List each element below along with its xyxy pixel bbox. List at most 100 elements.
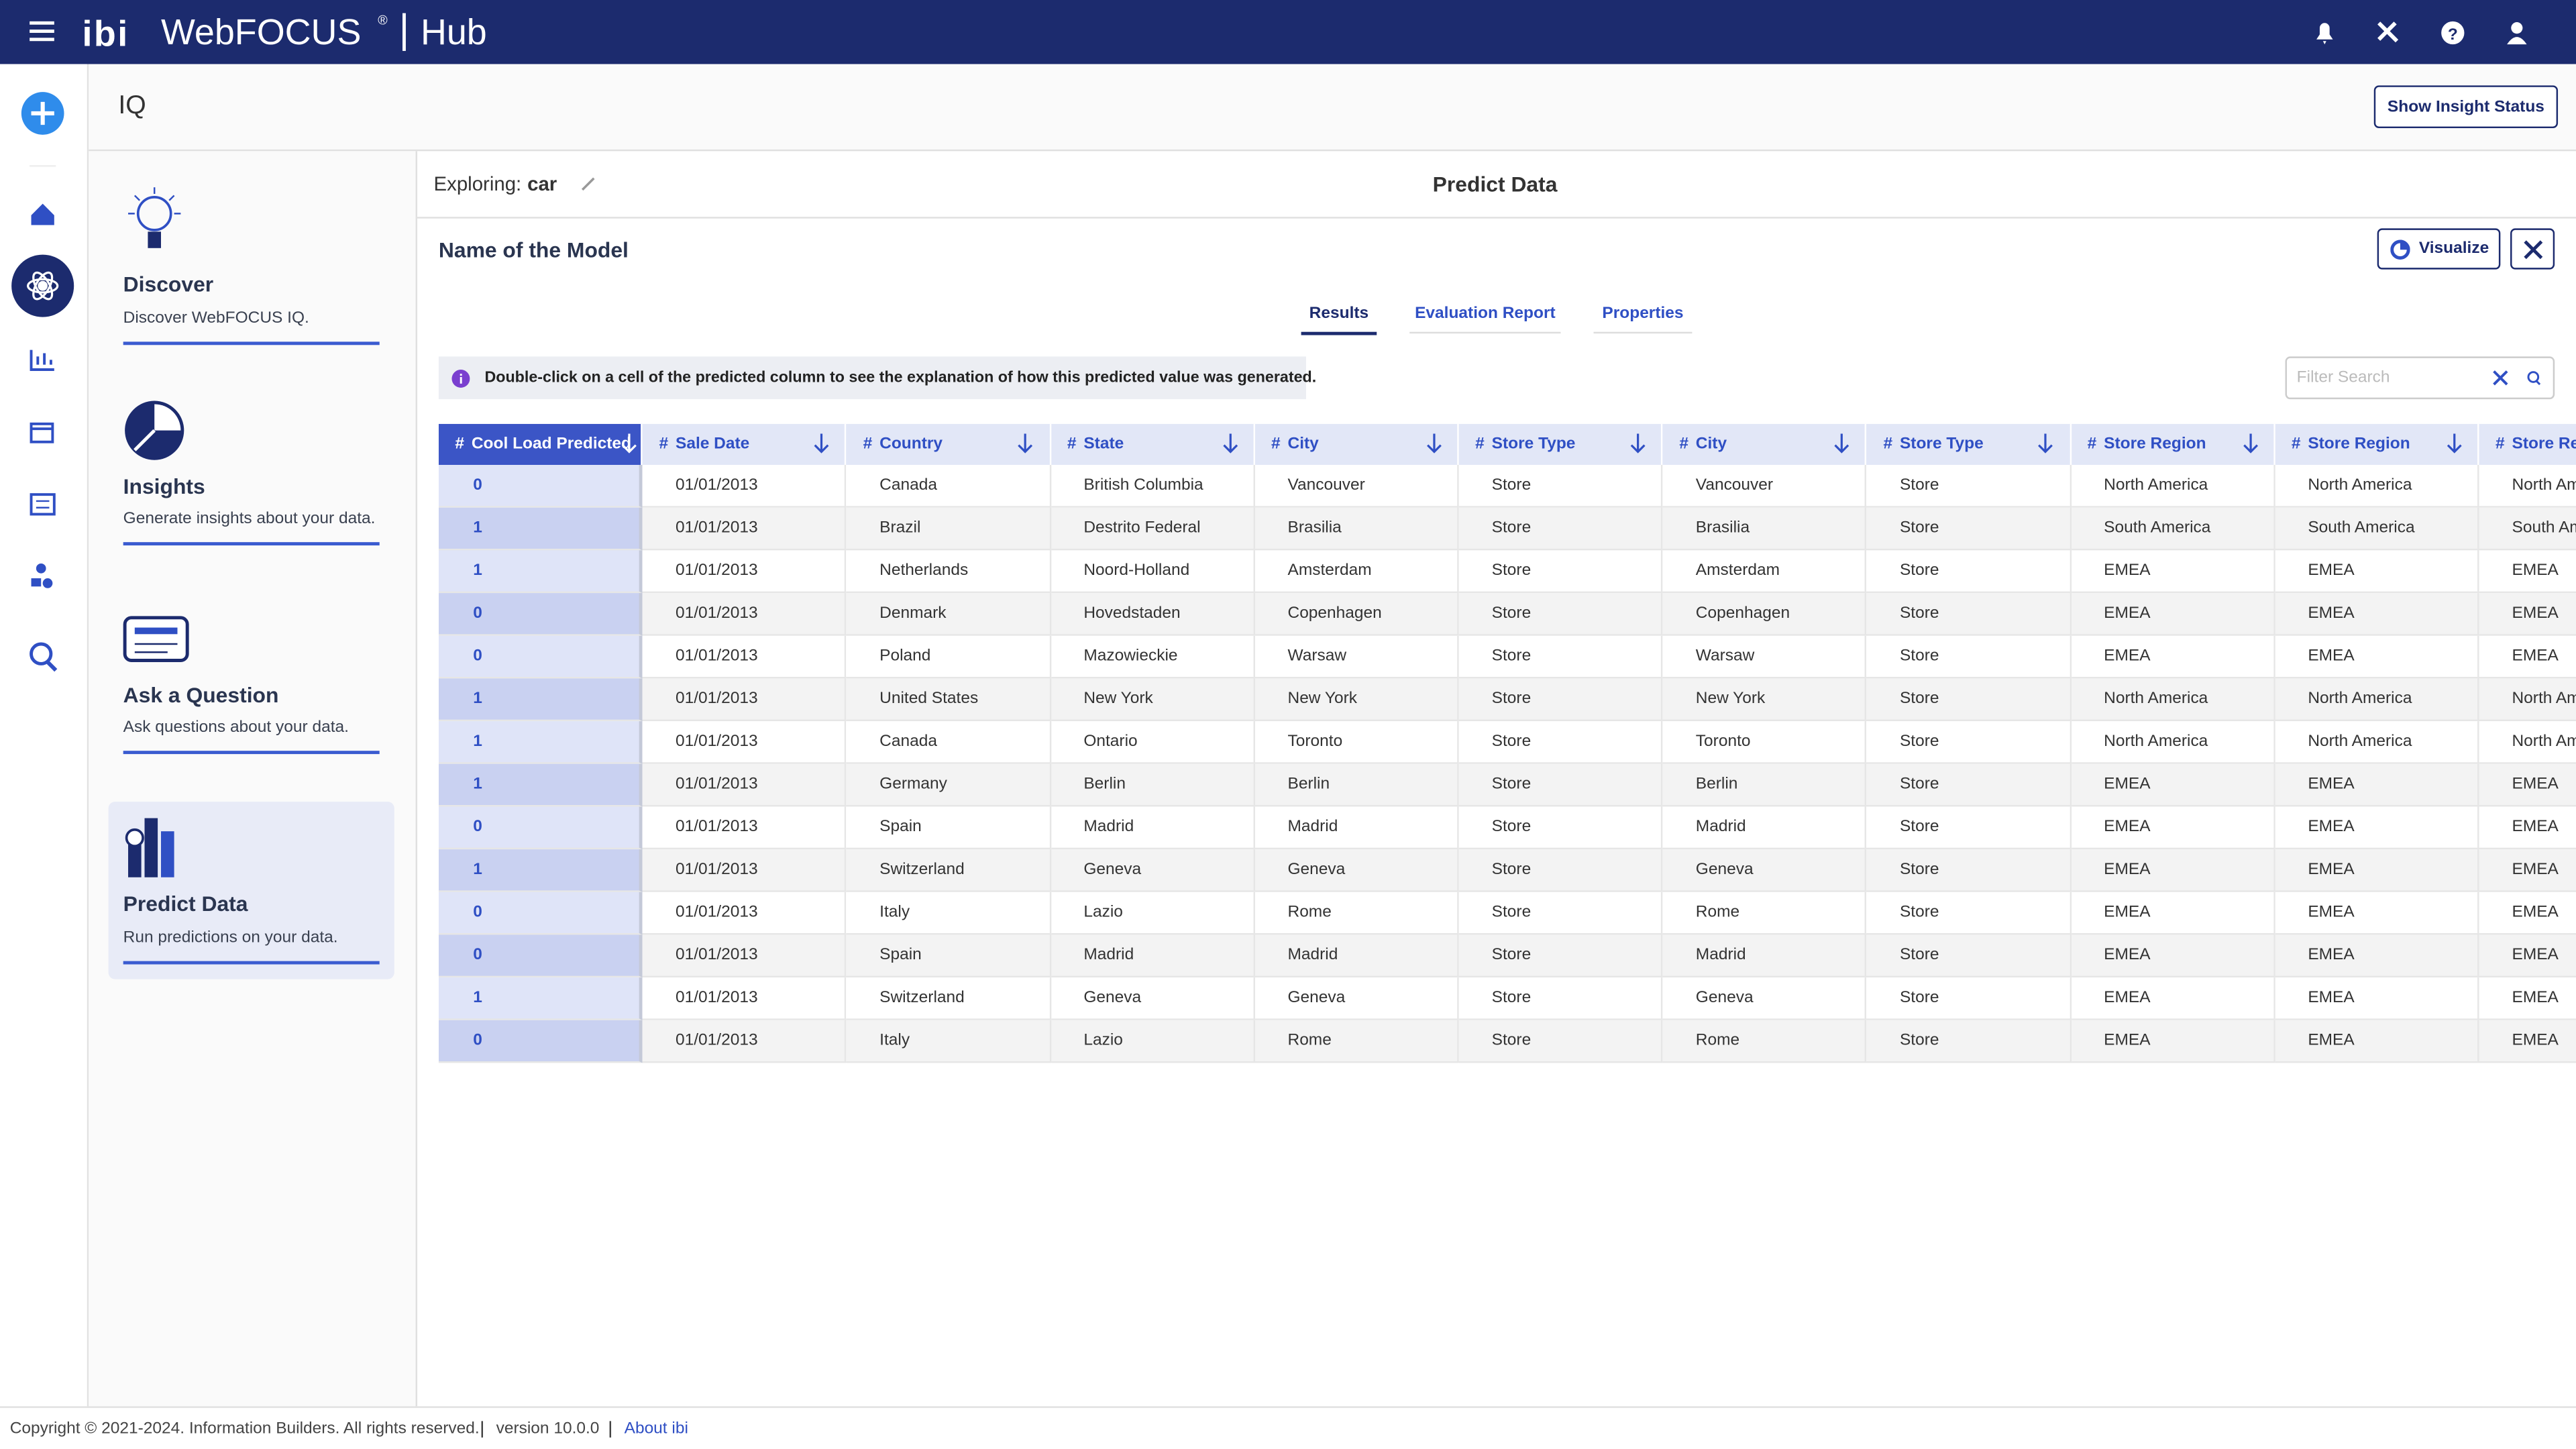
top-bar: ibi WebFOCUS ® Hub ?: [0, 0, 2576, 64]
table-cell: Switzerland: [847, 849, 1051, 892]
table-cell: Noord-Holland: [1051, 550, 1255, 594]
table-cell: Store: [1866, 507, 2072, 551]
card-description: Run predictions on your data.: [123, 928, 338, 947]
footer: Copyright © 2021-2024. Information Build…: [0, 1406, 2576, 1449]
table-cell: EMEA: [2275, 977, 2479, 1020]
table-cell: Amsterdam: [1662, 550, 1867, 594]
column-header[interactable]: # Store Region: [2071, 423, 2275, 466]
column-header[interactable]: # Store Type: [1458, 423, 1663, 466]
table-cell: British Columbia: [1051, 465, 1255, 508]
edit-icon[interactable]: [578, 172, 598, 192]
table-cell: EMEA: [2479, 763, 2576, 807]
sort-icon[interactable]: [2446, 433, 2462, 453]
insight-status-button[interactable]: Show Insight Status: [2373, 85, 2559, 129]
about-link[interactable]: About ibi: [624, 1420, 688, 1439]
sort-icon[interactable]: [2038, 433, 2054, 453]
table-cell: EMEA: [2071, 977, 2275, 1020]
table-cell: Store: [1866, 678, 2072, 722]
filter-search[interactable]: Filter Search: [2285, 356, 2555, 400]
column-name: Store Type: [1491, 435, 1576, 453]
predicted-cell[interactable]: 1: [438, 550, 643, 594]
sort-icon[interactable]: [2242, 433, 2258, 453]
predicted-cell[interactable]: 0: [438, 465, 643, 508]
logo[interactable]: ibi: [82, 13, 129, 54]
filter-placeholder: Filter Search: [2296, 368, 2390, 387]
table-cell: United States: [847, 678, 1051, 722]
close-button[interactable]: [2510, 228, 2555, 270]
table-cell: Store: [1458, 593, 1663, 636]
table-cell: Madrid: [1662, 806, 1867, 850]
column-header[interactable]: # Store Region: [2275, 423, 2479, 466]
column-type: #: [1883, 435, 1893, 453]
table-cell: EMEA: [2479, 849, 2576, 892]
table-cell: 01/01/2013: [643, 1020, 847, 1063]
column-type: #: [2087, 435, 2097, 453]
column-name: Store Region: [2308, 435, 2410, 453]
predicted-cell[interactable]: 0: [438, 806, 643, 850]
sort-icon[interactable]: [1426, 433, 1442, 453]
menu-icon[interactable]: [30, 19, 56, 42]
predicted-cell[interactable]: 0: [438, 934, 643, 978]
table-cell: Canada: [847, 465, 1051, 508]
column-header[interactable]: # Store Type: [1866, 423, 2072, 466]
table-cell: EMEA: [2071, 593, 2275, 636]
tab-line: [1409, 331, 1561, 334]
sort-icon[interactable]: [814, 433, 830, 453]
table-cell: 01/01/2013: [643, 934, 847, 978]
predicted-cell[interactable]: 1: [438, 763, 643, 807]
column-header[interactable]: # State: [1051, 423, 1255, 466]
table-cell: Berlin: [1662, 763, 1867, 807]
column-header[interactable]: # City: [1254, 423, 1459, 466]
table-cell: Netherlands: [847, 550, 1051, 594]
predicted-cell[interactable]: 1: [438, 849, 643, 892]
visualize-button[interactable]: Visualize: [2377, 228, 2501, 270]
table-cell: Warsaw: [1254, 635, 1459, 679]
table-cell: North America: [2479, 678, 2576, 722]
predicted-cell[interactable]: 0: [438, 1020, 643, 1063]
column-header[interactable]: # Sale Date: [643, 423, 847, 466]
sort-icon[interactable]: [1834, 433, 1850, 453]
table-cell: EMEA: [2275, 635, 2479, 679]
predicted-cell[interactable]: 0: [438, 635, 643, 679]
table-cell: Brazil: [847, 507, 1051, 551]
table-cell: New York: [1254, 678, 1459, 722]
table-cell: Store: [1458, 635, 1663, 679]
column-header[interactable]: # City: [1662, 423, 1867, 466]
predicted-cell[interactable]: 1: [438, 721, 643, 764]
top-icons[interactable]: ?: [2312, 19, 2542, 46]
predicted-cell[interactable]: 0: [438, 593, 643, 636]
sort-icon[interactable]: [1222, 433, 1238, 453]
table-cell: 01/01/2013: [643, 678, 847, 722]
table-cell: EMEA: [2479, 635, 2576, 679]
explore-bar: Exploring: car Predict Data: [417, 151, 2576, 219]
iq-panel: Discover Discover WebFOCUS IQ. Insights …: [89, 151, 418, 1407]
card-underline: [123, 542, 380, 546]
sort-icon[interactable]: [1018, 433, 1034, 453]
table-cell: New York: [1051, 678, 1255, 722]
filter-icons[interactable]: [2492, 370, 2551, 388]
tab[interactable]: Evaluation Report: [1415, 305, 1556, 323]
column-type: #: [455, 435, 464, 453]
column-name: City: [1287, 435, 1319, 453]
tab[interactable]: Properties: [1602, 305, 1684, 323]
predicted-cell[interactable]: 1: [438, 977, 643, 1020]
tab[interactable]: Results: [1309, 305, 1369, 323]
table-cell: Store: [1866, 849, 2072, 892]
column-type: #: [659, 435, 669, 453]
column-header[interactable]: # Store Region: [2479, 423, 2576, 466]
tab-line: [1593, 331, 1693, 334]
table-cell: 01/01/2013: [643, 635, 847, 679]
table-cell: Madrid: [1051, 934, 1255, 978]
table-cell: Store: [1866, 593, 2072, 636]
column-header[interactable]: # Country: [847, 423, 1051, 466]
sort-icon[interactable]: [621, 433, 637, 453]
rail-icons[interactable]: [0, 64, 87, 722]
column-name: Store Type: [1899, 435, 1984, 453]
sort-icon[interactable]: [1629, 433, 1646, 453]
column-header[interactable]: # Cool Load Predicted: [438, 423, 643, 466]
predicted-cell[interactable]: 0: [438, 892, 643, 935]
table-cell: Store: [1458, 465, 1663, 508]
table-cell: Store: [1458, 721, 1663, 764]
predicted-cell[interactable]: 1: [438, 507, 643, 551]
predicted-cell[interactable]: 1: [438, 678, 643, 722]
